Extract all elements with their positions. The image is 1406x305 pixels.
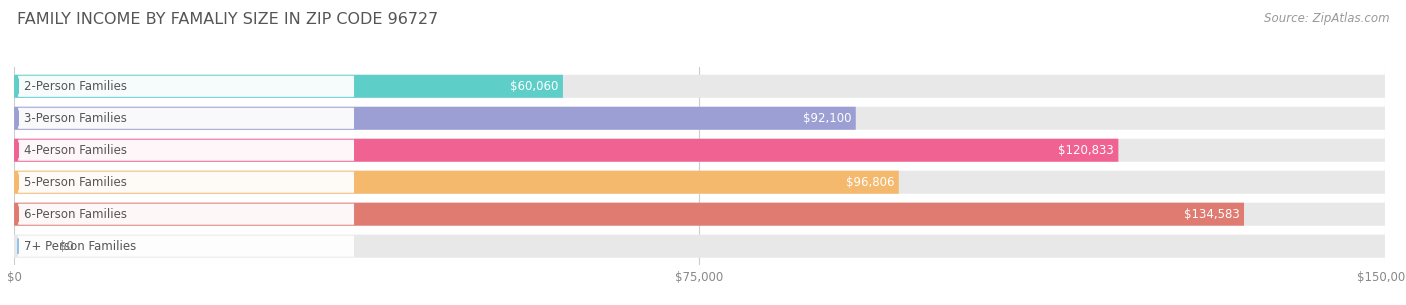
Text: 4-Person Families: 4-Person Families [24, 144, 127, 157]
FancyBboxPatch shape [14, 107, 856, 130]
Text: 5-Person Families: 5-Person Families [24, 176, 127, 189]
FancyBboxPatch shape [14, 235, 1385, 258]
Text: $120,833: $120,833 [1059, 144, 1114, 157]
FancyBboxPatch shape [18, 172, 354, 193]
Text: Source: ZipAtlas.com: Source: ZipAtlas.com [1264, 12, 1389, 25]
Text: $92,100: $92,100 [803, 112, 852, 125]
Text: 7+ Person Families: 7+ Person Families [24, 240, 136, 253]
FancyBboxPatch shape [14, 139, 1385, 162]
Text: 2-Person Families: 2-Person Families [24, 80, 127, 93]
FancyBboxPatch shape [14, 139, 1118, 162]
FancyBboxPatch shape [18, 108, 354, 129]
FancyBboxPatch shape [18, 76, 354, 97]
Text: $0: $0 [59, 240, 75, 253]
FancyBboxPatch shape [14, 203, 1244, 226]
FancyBboxPatch shape [14, 75, 1385, 98]
FancyBboxPatch shape [18, 235, 354, 257]
Text: $60,060: $60,060 [510, 80, 558, 93]
FancyBboxPatch shape [18, 140, 354, 161]
FancyBboxPatch shape [14, 171, 898, 194]
Text: FAMILY INCOME BY FAMALIY SIZE IN ZIP CODE 96727: FAMILY INCOME BY FAMALIY SIZE IN ZIP COD… [17, 12, 439, 27]
FancyBboxPatch shape [14, 107, 1385, 130]
Text: $134,583: $134,583 [1184, 208, 1240, 221]
FancyBboxPatch shape [18, 204, 354, 225]
Text: $96,806: $96,806 [846, 176, 894, 189]
Text: 3-Person Families: 3-Person Families [24, 112, 127, 125]
Text: 6-Person Families: 6-Person Families [24, 208, 127, 221]
FancyBboxPatch shape [14, 75, 562, 98]
FancyBboxPatch shape [14, 203, 1385, 226]
FancyBboxPatch shape [14, 171, 1385, 194]
